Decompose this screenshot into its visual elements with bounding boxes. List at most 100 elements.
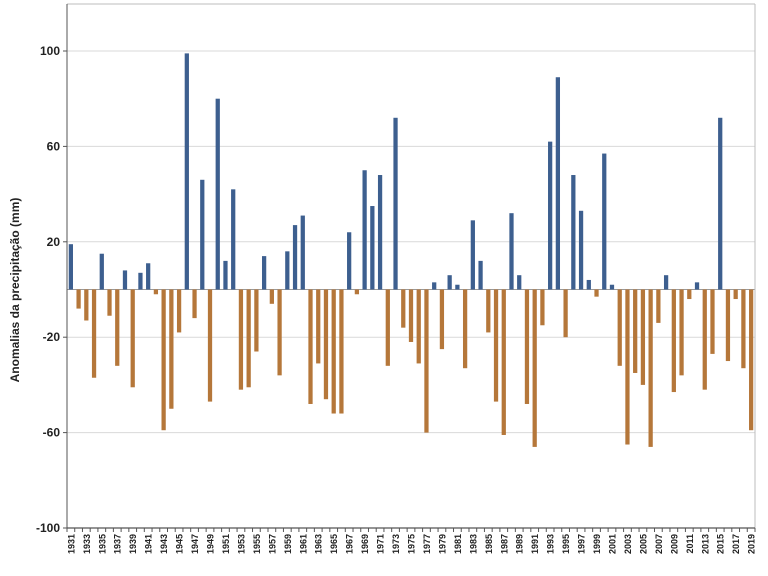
x-tick-label: 1979 (437, 534, 447, 554)
bar-1935 (99, 253, 104, 290)
bar-1979 (439, 289, 445, 350)
bar-1969 (362, 170, 367, 290)
y-tick-label: 60 (47, 139, 61, 153)
x-tick-label: 1941 (144, 534, 154, 554)
bar-1932 (76, 289, 81, 309)
bar-1962 (308, 289, 313, 404)
bar-1996 (571, 175, 576, 290)
x-tick-label: 2007 (654, 534, 664, 554)
x-tick-label: 1945 (175, 534, 185, 554)
bar-1958 (277, 289, 282, 376)
x-tick-label: 1937 (113, 534, 123, 554)
x-tick-label: 1991 (530, 534, 540, 554)
bar-2010 (679, 289, 684, 376)
bar-1982 (462, 289, 468, 369)
bar-1990 (524, 289, 530, 404)
x-tick-label: 1989 (515, 534, 525, 554)
bar-1973 (393, 117, 398, 290)
bar-1989 (517, 275, 522, 290)
bar-1945 (176, 289, 182, 333)
x-tick-label: 1955 (252, 534, 262, 554)
bar-1944 (169, 289, 174, 409)
x-tick-label: 1933 (82, 534, 92, 554)
bar-1940 (138, 272, 143, 290)
bar-1933 (84, 289, 89, 321)
x-tick-label: 1957 (267, 534, 277, 554)
bar-1956 (261, 256, 267, 290)
bar-1999 (594, 289, 599, 297)
x-tick-label: 2015 (716, 534, 726, 554)
x-tick-label: 2017 (731, 534, 741, 554)
bar-1942 (153, 289, 159, 295)
bar-1951 (223, 260, 228, 290)
bar-1947 (192, 289, 197, 319)
bar-1994 (555, 77, 561, 290)
x-tick-label: 1963 (314, 534, 324, 554)
bar-2008 (663, 275, 669, 290)
bar-2013 (702, 289, 707, 390)
bar-1985 (486, 289, 491, 333)
y-tick-label: -60 (43, 426, 61, 440)
x-tick-label: 1985 (484, 534, 494, 554)
x-tick-label: 1995 (561, 534, 571, 554)
bar-1981 (455, 284, 460, 290)
bar-1998 (586, 279, 591, 290)
bar-2012 (694, 282, 700, 290)
x-tick-label: 1935 (97, 534, 107, 554)
x-tick-label: 1997 (577, 534, 587, 554)
x-tick-label: 1951 (221, 534, 231, 554)
bar-1946 (184, 53, 189, 290)
x-tick-label: 2013 (700, 534, 710, 554)
bar-1968 (354, 289, 360, 295)
y-tick-label: -100 (36, 521, 60, 535)
bar-1978 (432, 282, 437, 290)
bar-1980 (447, 275, 452, 290)
bar-2018 (741, 289, 746, 369)
x-tick-label: 1975 (407, 534, 417, 554)
bar-1967 (347, 232, 352, 290)
x-tick-label: 2005 (638, 534, 648, 554)
bar-2016 (725, 289, 731, 362)
x-tick-label: 1967 (345, 534, 355, 554)
x-tick-label: 1977 (422, 534, 432, 554)
bar-2015 (718, 117, 723, 290)
bar-2019 (749, 289, 754, 431)
bar-1965 (331, 289, 336, 414)
bar-2002 (617, 289, 622, 366)
x-tick-label: 1949 (206, 534, 216, 554)
x-tick-labels: 1931 1933 1935 1937 1939 1941 1943 1945 1947 1949… (66, 528, 757, 554)
bar-1938 (122, 270, 128, 290)
bar-1936 (107, 289, 112, 316)
x-tick-label: 1939 (128, 534, 138, 554)
x-tick-label: 1947 (190, 534, 200, 554)
x-tick-label: 1931 (66, 534, 76, 554)
x-tick-label: 2001 (607, 534, 617, 554)
x-tick-label: 1993 (546, 534, 556, 554)
bar-1966 (339, 289, 344, 414)
x-tick-label: 2019 (747, 534, 757, 554)
x-tick-label: 1959 (283, 534, 293, 554)
bar-1957 (269, 289, 274, 304)
bar-2003 (625, 289, 630, 445)
bar-1977 (424, 289, 429, 433)
bar-1971 (377, 175, 383, 290)
bar-1970 (370, 206, 375, 290)
bar-2001 (609, 284, 615, 290)
x-tick-label: 1971 (376, 534, 386, 554)
bar-1952 (231, 189, 236, 290)
x-tick-label: 1953 (236, 534, 246, 554)
bar-1949 (207, 289, 213, 402)
bar-1961 (300, 215, 305, 290)
bar-1953 (238, 289, 244, 390)
bar-1964 (323, 289, 329, 400)
bar-1934 (91, 289, 97, 378)
bar-2006 (648, 289, 653, 447)
bar-1972 (385, 289, 390, 366)
x-tick-label: 1965 (329, 534, 339, 554)
x-tick-label: 2003 (623, 534, 633, 554)
bar-1963 (316, 289, 321, 364)
bar-1976 (416, 289, 421, 364)
bar-2017 (733, 289, 738, 300)
bars (68, 53, 754, 447)
